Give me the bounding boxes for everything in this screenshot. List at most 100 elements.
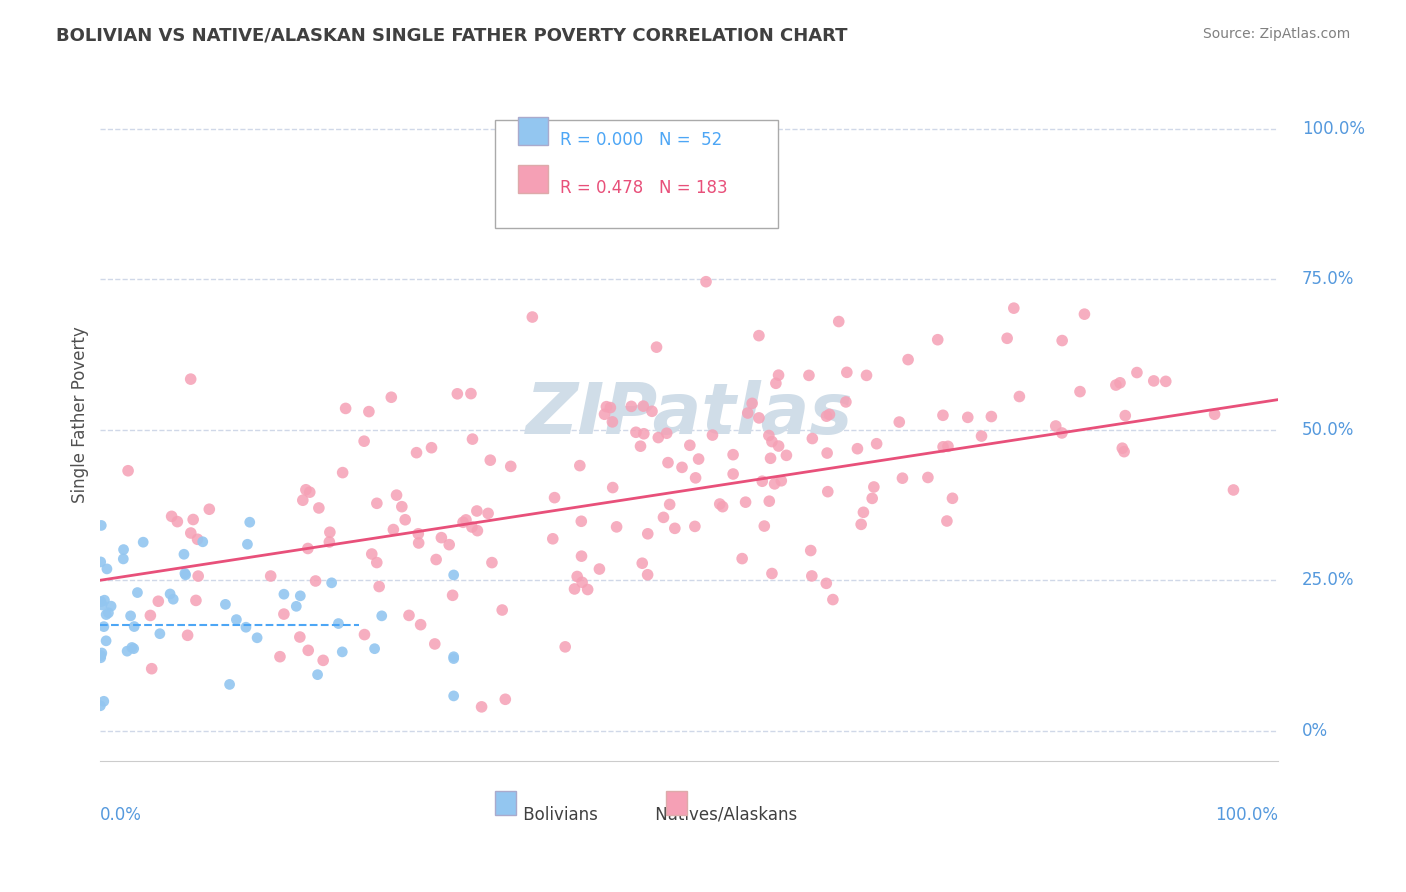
- Point: [815, 409, 838, 424]
- Point: [571, 575, 593, 590]
- Point: [941, 491, 963, 506]
- Point: [633, 426, 655, 441]
- Point: [817, 484, 839, 499]
- Point: [633, 399, 655, 413]
- Point: [91, 598, 114, 612]
- Point: [800, 569, 823, 583]
- Text: Bolivians: Bolivians: [498, 805, 599, 824]
- Point: [239, 515, 262, 529]
- Point: [90, 646, 112, 660]
- Point: [768, 368, 790, 383]
- Point: [758, 428, 780, 442]
- Point: [328, 616, 350, 631]
- Point: [737, 406, 759, 420]
- Point: [409, 617, 432, 632]
- Point: [711, 500, 734, 514]
- Point: [748, 411, 770, 425]
- Text: 0%: 0%: [1302, 722, 1327, 739]
- Point: [90, 648, 112, 663]
- Point: [115, 644, 138, 658]
- Point: [90, 594, 112, 608]
- Point: [683, 519, 706, 533]
- Point: [139, 608, 162, 623]
- FancyBboxPatch shape: [519, 165, 548, 194]
- Text: R = 0.000   N =  52: R = 0.000 N = 52: [560, 131, 721, 149]
- Point: [318, 535, 340, 549]
- Point: [191, 534, 214, 549]
- Point: [695, 275, 717, 289]
- Point: [481, 556, 503, 570]
- Point: [1111, 441, 1133, 455]
- Point: [652, 510, 675, 524]
- Point: [852, 505, 875, 519]
- Point: [398, 608, 420, 623]
- Point: [357, 404, 380, 418]
- Point: [685, 471, 707, 485]
- Point: [761, 566, 783, 581]
- Point: [664, 521, 686, 535]
- Text: R = 0.478   N = 183: R = 0.478 N = 183: [560, 179, 727, 197]
- Point: [112, 552, 135, 566]
- Point: [148, 594, 170, 608]
- Text: 50.0%: 50.0%: [1302, 421, 1354, 439]
- Point: [624, 425, 647, 440]
- Point: [225, 613, 247, 627]
- Point: [460, 386, 482, 401]
- Text: ZIPatlas: ZIPatlas: [526, 380, 853, 450]
- Point: [731, 551, 754, 566]
- Point: [89, 698, 111, 713]
- FancyBboxPatch shape: [495, 790, 516, 814]
- Point: [236, 537, 259, 551]
- Point: [734, 495, 756, 509]
- Point: [491, 603, 513, 617]
- Point: [391, 500, 413, 514]
- Point: [828, 314, 851, 328]
- Text: 0.0%: 0.0%: [100, 805, 142, 824]
- Point: [980, 409, 1002, 424]
- Point: [100, 599, 122, 614]
- Text: 25.0%: 25.0%: [1302, 571, 1354, 590]
- Point: [927, 333, 949, 347]
- Point: [818, 408, 841, 422]
- Point: [1143, 374, 1166, 388]
- Point: [1154, 375, 1177, 389]
- Point: [855, 368, 877, 383]
- Point: [371, 608, 394, 623]
- Point: [173, 547, 195, 561]
- Point: [312, 653, 335, 667]
- Point: [477, 507, 499, 521]
- Point: [995, 331, 1018, 345]
- Point: [307, 667, 329, 681]
- Point: [214, 598, 236, 612]
- Point: [1073, 307, 1095, 321]
- Point: [443, 568, 465, 582]
- Point: [122, 641, 145, 656]
- Point: [759, 451, 782, 466]
- Point: [360, 547, 382, 561]
- Point: [122, 619, 145, 633]
- Point: [408, 536, 430, 550]
- Point: [186, 533, 208, 547]
- Text: Source: ZipAtlas.com: Source: ZipAtlas.com: [1202, 27, 1350, 41]
- Point: [702, 428, 724, 442]
- Point: [1114, 444, 1136, 458]
- Point: [754, 519, 776, 533]
- Point: [443, 651, 465, 665]
- Point: [956, 410, 979, 425]
- Point: [159, 587, 181, 601]
- Point: [97, 606, 120, 620]
- Point: [408, 526, 430, 541]
- Point: [891, 471, 914, 485]
- Point: [291, 493, 314, 508]
- Point: [174, 567, 197, 582]
- Point: [285, 599, 308, 614]
- FancyBboxPatch shape: [519, 117, 548, 145]
- Point: [602, 415, 624, 429]
- Point: [93, 694, 115, 708]
- Point: [1069, 384, 1091, 399]
- Point: [797, 368, 820, 383]
- Point: [461, 520, 484, 534]
- Point: [846, 442, 869, 456]
- Point: [385, 488, 408, 502]
- Point: [688, 452, 710, 467]
